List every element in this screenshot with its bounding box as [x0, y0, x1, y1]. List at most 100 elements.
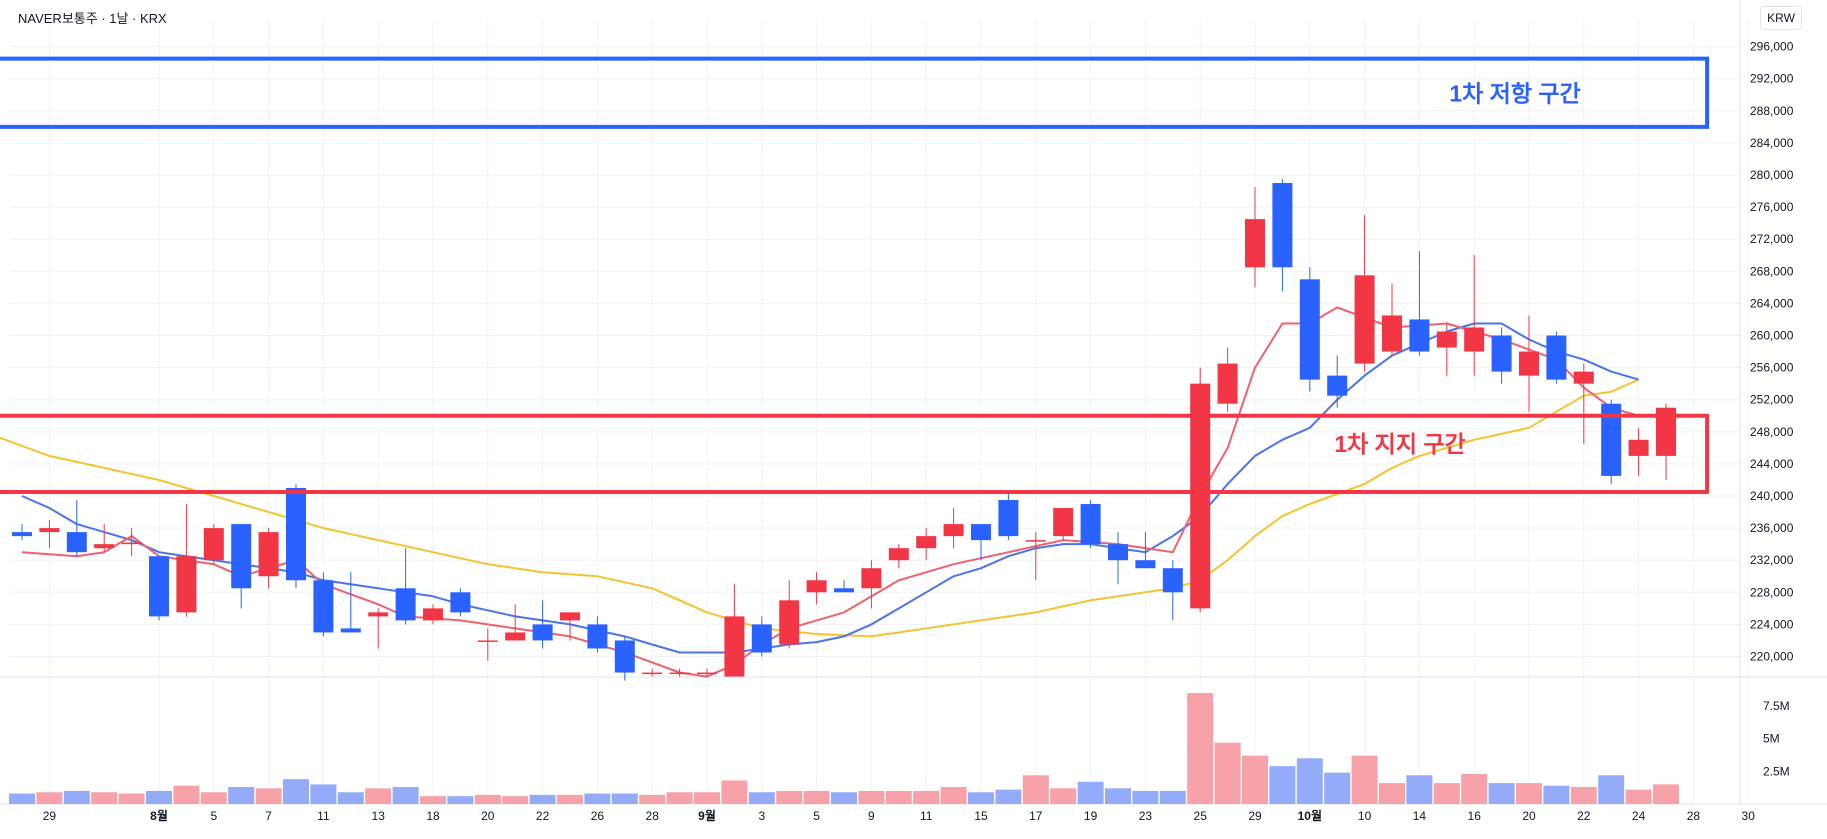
price-tick-label: 260,000 [1750, 329, 1794, 343]
volume-bar [1625, 789, 1652, 804]
time-tick-label: 28 [1687, 809, 1701, 823]
volume-bar [392, 787, 419, 804]
time-tick-label: 25 [1194, 809, 1208, 823]
volume-axis: 2.5M 5M 7.5M [1763, 699, 1790, 778]
price-tick-label: 296,000 [1750, 40, 1794, 54]
candle [669, 668, 690, 677]
volume-bar [611, 793, 638, 804]
volume-bar [1105, 788, 1131, 804]
volume-bar [283, 779, 309, 804]
candles [12, 179, 1676, 681]
volume-bar [1406, 775, 1433, 804]
time-tick-label: 14 [1413, 809, 1427, 823]
time-tick-label: 23 [1139, 809, 1153, 823]
price-tick-label: 276,000 [1750, 200, 1794, 214]
candle-body [39, 528, 60, 533]
candle [587, 616, 608, 653]
time-tick-label: 30 [1742, 809, 1756, 823]
volume-bar [529, 794, 556, 804]
candle [1245, 187, 1265, 288]
candle [340, 572, 361, 633]
volume-bar [447, 796, 474, 804]
candle-body [1080, 504, 1101, 545]
time-tick-label: 26 [591, 809, 605, 823]
candle-body [861, 568, 882, 589]
candle-body [1135, 560, 1156, 569]
volume-bar [474, 794, 501, 804]
time-tick-label: 28 [646, 809, 660, 823]
price-tick-label: 256,000 [1750, 361, 1794, 375]
candle [1080, 500, 1101, 549]
time-tick-label: 5 [813, 809, 820, 823]
price-tick-label: 288,000 [1750, 104, 1794, 118]
candle [697, 668, 717, 677]
candle [1053, 508, 1074, 541]
price-tick-label: 280,000 [1750, 168, 1794, 182]
candle-body [971, 524, 991, 541]
time-axis: 29 8월 5 7 11 13 18 20 22 26 28 9월 3 5 9 11 15 17 19 23 25 29 1… [43, 808, 1755, 823]
candle [642, 668, 663, 677]
volume-bar [1570, 787, 1597, 804]
time-tick-label: 5 [210, 809, 217, 823]
volume-bar [639, 794, 666, 804]
currency-button[interactable]: KRW [1760, 6, 1802, 30]
candle [258, 528, 279, 589]
candle-body [1108, 544, 1128, 561]
price-tick-label: 228,000 [1750, 585, 1794, 599]
candle [1436, 323, 1457, 376]
time-tick-label: 11 [317, 809, 330, 823]
volume-bar [1077, 781, 1104, 804]
candle-body [1354, 275, 1375, 364]
time-tick-label: 29 [43, 809, 57, 823]
candle [1573, 363, 1594, 444]
candle-body [368, 612, 389, 617]
time-tick-label: 20 [481, 809, 495, 823]
candle-body [1573, 371, 1594, 384]
volume-bar [146, 790, 172, 804]
volume-bar [1516, 783, 1542, 804]
candle [998, 491, 1019, 541]
price-axis: 220,000 224,000 228,000 232,000 236,000 240,0… [1750, 40, 1794, 664]
volume-bar [776, 790, 803, 804]
volume-bar [91, 792, 118, 804]
volume-bar [1351, 755, 1378, 804]
candle-body [697, 672, 717, 675]
volume-bar [694, 792, 720, 804]
volume-bar [666, 792, 693, 804]
volume-bar [1214, 742, 1241, 804]
price-tick-label: 224,000 [1750, 617, 1794, 631]
volume-bar [1050, 788, 1077, 804]
candle [861, 560, 882, 609]
volume-bar [1296, 758, 1323, 804]
volume-bar [1461, 773, 1488, 804]
time-tick-label: 19 [1084, 809, 1098, 823]
candle [1108, 532, 1128, 585]
candle [1354, 215, 1375, 372]
time-tick-label: 7 [265, 809, 272, 823]
candle-body [505, 632, 526, 641]
candle-body [1327, 375, 1348, 396]
candle-body [587, 624, 608, 649]
zone-border [0, 413, 1710, 494]
candle-body [998, 500, 1019, 537]
candle-body [560, 612, 580, 621]
volume-bar [1132, 790, 1159, 804]
volume-bar [9, 793, 35, 804]
volume-bar [995, 789, 1022, 804]
volume-bar [36, 792, 63, 804]
support-zone: 1차 지지 구간 [0, 413, 1710, 494]
volume-bar [1022, 775, 1049, 804]
zone-border [0, 56, 1710, 129]
candle [751, 616, 772, 657]
candle [1135, 532, 1156, 569]
candle [888, 544, 909, 569]
candle-body [149, 556, 169, 617]
time-tick-label: 18 [426, 809, 440, 823]
candle-body [1217, 363, 1238, 404]
ma-long-line [0, 378, 1640, 638]
volume-bar [858, 790, 885, 804]
candle-body [450, 592, 471, 613]
candle [806, 572, 827, 605]
